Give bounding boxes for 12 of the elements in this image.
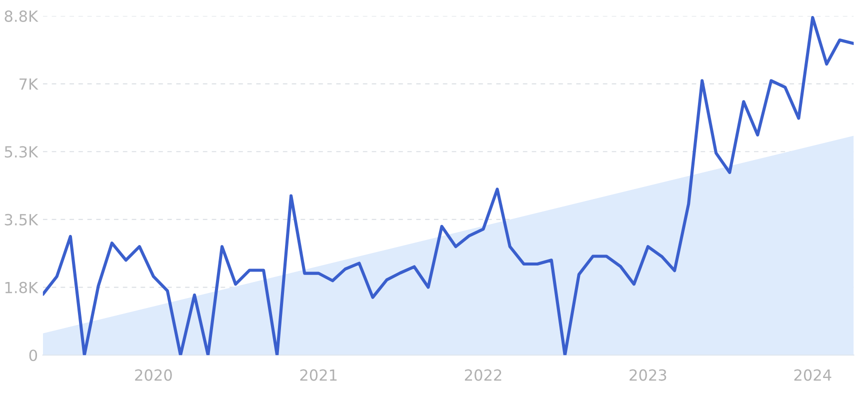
x-tick-label: 2022 <box>464 369 502 381</box>
x-tick-label: 2024 <box>794 369 832 381</box>
y-tick-label: 3.5K <box>4 214 38 226</box>
y-tick-label: 8.8K <box>4 10 38 22</box>
y-tick-label: 7K <box>20 78 38 90</box>
y-tick-label: 5.3K <box>4 146 38 158</box>
y-tick-label: 0 <box>29 350 38 362</box>
x-tick-label: 2020 <box>135 369 172 381</box>
line-series <box>42 16 854 356</box>
x-tick-label: 2021 <box>300 369 337 381</box>
x-tick-label: 2023 <box>630 369 666 381</box>
y-tick-label: 1.8K <box>5 282 38 294</box>
